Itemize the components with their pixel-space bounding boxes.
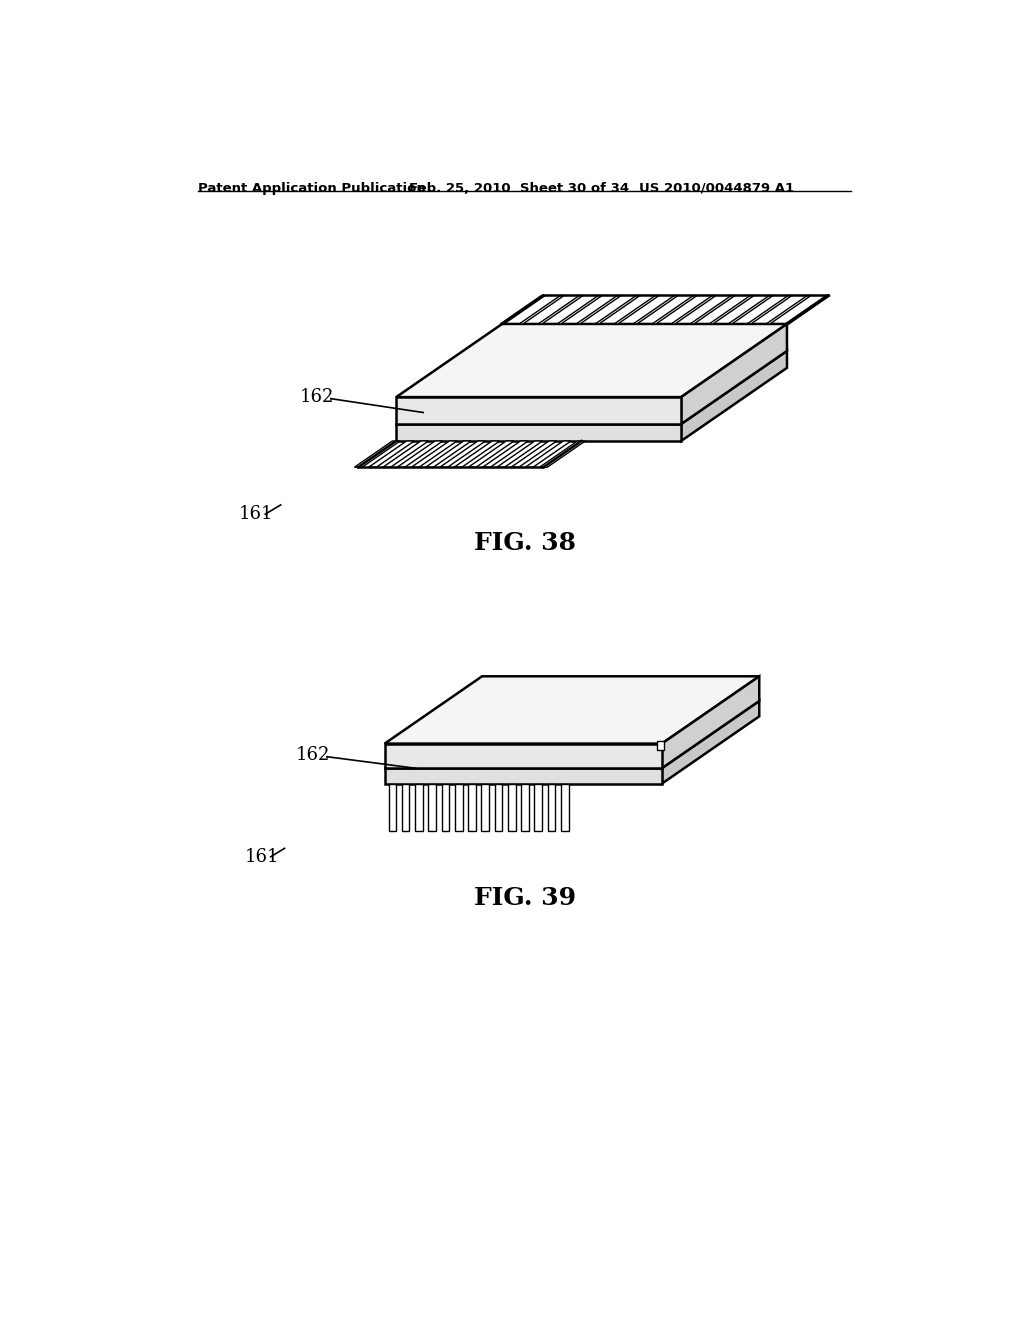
Polygon shape — [426, 441, 471, 467]
Polygon shape — [385, 676, 759, 743]
Polygon shape — [468, 441, 514, 467]
Polygon shape — [633, 296, 678, 323]
Polygon shape — [540, 441, 586, 467]
Polygon shape — [388, 784, 396, 832]
Text: Feb. 25, 2010  Sheet 30 of 34: Feb. 25, 2010 Sheet 30 of 34 — [410, 182, 630, 194]
Polygon shape — [595, 296, 640, 323]
Text: 161: 161 — [239, 506, 272, 523]
Text: US 2010/0044879 A1: US 2010/0044879 A1 — [639, 182, 794, 194]
Polygon shape — [500, 296, 545, 323]
Polygon shape — [369, 441, 415, 467]
Polygon shape — [548, 784, 555, 832]
Polygon shape — [454, 441, 500, 467]
Polygon shape — [766, 296, 811, 323]
Polygon shape — [396, 323, 787, 397]
Polygon shape — [385, 768, 662, 784]
Polygon shape — [671, 296, 716, 323]
Polygon shape — [412, 441, 457, 467]
Polygon shape — [728, 296, 773, 323]
Polygon shape — [662, 701, 759, 784]
Text: Patent Application Publication: Patent Application Publication — [199, 182, 426, 194]
Polygon shape — [521, 784, 528, 832]
Polygon shape — [561, 784, 568, 832]
Polygon shape — [383, 441, 429, 467]
Polygon shape — [495, 784, 503, 832]
Polygon shape — [415, 784, 423, 832]
Polygon shape — [401, 784, 410, 832]
Polygon shape — [396, 397, 681, 424]
Text: FIG. 38: FIG. 38 — [474, 532, 575, 556]
Polygon shape — [681, 323, 787, 424]
Polygon shape — [428, 784, 436, 832]
Polygon shape — [785, 296, 830, 323]
Polygon shape — [511, 441, 557, 467]
Polygon shape — [481, 784, 489, 832]
Polygon shape — [396, 424, 681, 441]
Polygon shape — [482, 441, 528, 467]
Polygon shape — [681, 351, 787, 441]
Polygon shape — [468, 784, 476, 832]
Polygon shape — [539, 296, 583, 323]
Polygon shape — [455, 784, 463, 832]
Polygon shape — [497, 441, 543, 467]
Polygon shape — [440, 441, 485, 467]
Polygon shape — [385, 743, 662, 768]
Polygon shape — [748, 296, 792, 323]
Polygon shape — [508, 784, 516, 832]
Polygon shape — [690, 296, 735, 323]
Polygon shape — [525, 441, 571, 467]
Polygon shape — [354, 441, 400, 467]
Polygon shape — [385, 701, 759, 768]
Text: 162: 162 — [300, 388, 334, 407]
Polygon shape — [396, 351, 787, 424]
Polygon shape — [397, 441, 442, 467]
Polygon shape — [577, 296, 622, 323]
Polygon shape — [614, 296, 659, 323]
Polygon shape — [710, 296, 754, 323]
Polygon shape — [519, 296, 564, 323]
Polygon shape — [662, 676, 759, 768]
Text: 161: 161 — [245, 847, 279, 866]
Text: 162: 162 — [296, 746, 331, 764]
Polygon shape — [441, 784, 450, 832]
Text: FIG. 39: FIG. 39 — [474, 886, 575, 909]
Polygon shape — [535, 784, 542, 832]
Polygon shape — [652, 296, 697, 323]
Polygon shape — [657, 741, 664, 750]
Polygon shape — [557, 296, 602, 323]
